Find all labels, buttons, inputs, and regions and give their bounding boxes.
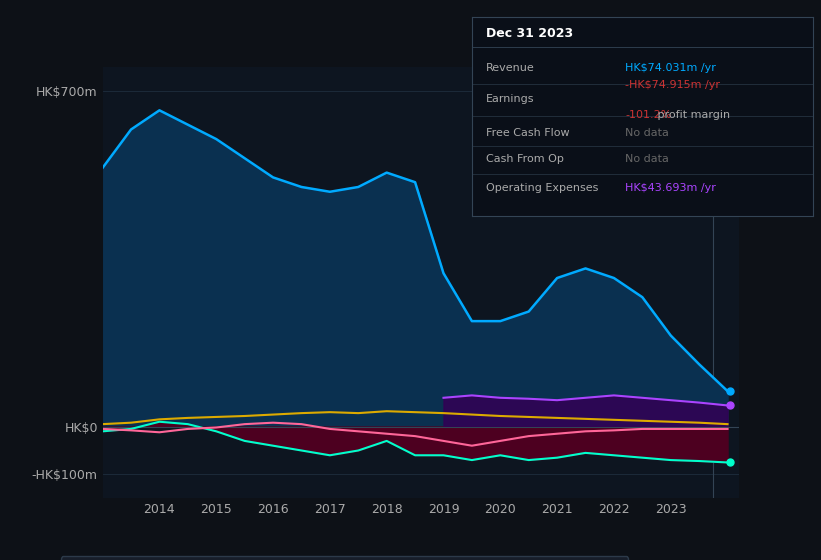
Text: Revenue: Revenue xyxy=(486,63,534,73)
Text: Earnings: Earnings xyxy=(486,94,534,104)
Text: Dec 31 2023: Dec 31 2023 xyxy=(486,27,573,40)
Text: HK$43.693m /yr: HK$43.693m /yr xyxy=(626,183,716,193)
Text: -101.2%: -101.2% xyxy=(626,110,672,120)
Text: Cash From Op: Cash From Op xyxy=(486,154,563,164)
Text: Operating Expenses: Operating Expenses xyxy=(486,183,598,193)
Text: Free Cash Flow: Free Cash Flow xyxy=(486,128,569,138)
Text: -HK$74.915m /yr: -HK$74.915m /yr xyxy=(626,81,720,90)
Text: profit margin: profit margin xyxy=(654,110,731,120)
Text: No data: No data xyxy=(626,154,669,164)
Legend: Revenue, Earnings, Free Cash Flow, Cash From Op, Operating Expenses: Revenue, Earnings, Free Cash Flow, Cash … xyxy=(61,556,628,560)
Text: No data: No data xyxy=(626,128,669,138)
Text: HK$74.031m /yr: HK$74.031m /yr xyxy=(626,63,716,73)
